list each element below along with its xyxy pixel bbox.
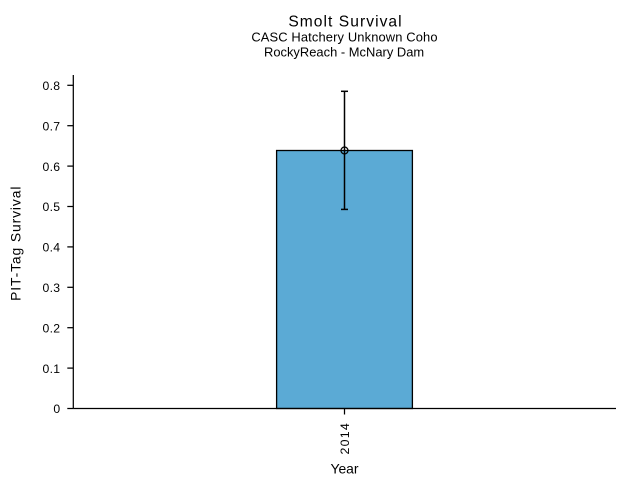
svg-text:0.4: 0.4: [43, 241, 61, 255]
svg-text:PIT-Tag Survival: PIT-Tag Survival: [7, 186, 23, 301]
svg-text:0.3: 0.3: [43, 281, 61, 295]
svg-text:CASC Hatchery Unknown Coho: CASC Hatchery Unknown Coho: [251, 30, 437, 45]
svg-text:0.2: 0.2: [43, 321, 61, 335]
svg-text:2014: 2014: [338, 422, 352, 454]
svg-text:Year: Year: [330, 460, 358, 476]
svg-text:0.8: 0.8: [43, 79, 61, 93]
svg-text:RockyReach - McNary Dam: RockyReach - McNary Dam: [264, 45, 424, 60]
svg-text:0.1: 0.1: [43, 362, 61, 376]
svg-text:0.6: 0.6: [43, 160, 61, 174]
svg-text:0.7: 0.7: [43, 119, 61, 133]
svg-text:0.5: 0.5: [43, 200, 61, 214]
svg-text:0: 0: [53, 402, 60, 416]
svg-text:Smolt Survival: Smolt Survival: [288, 14, 402, 31]
